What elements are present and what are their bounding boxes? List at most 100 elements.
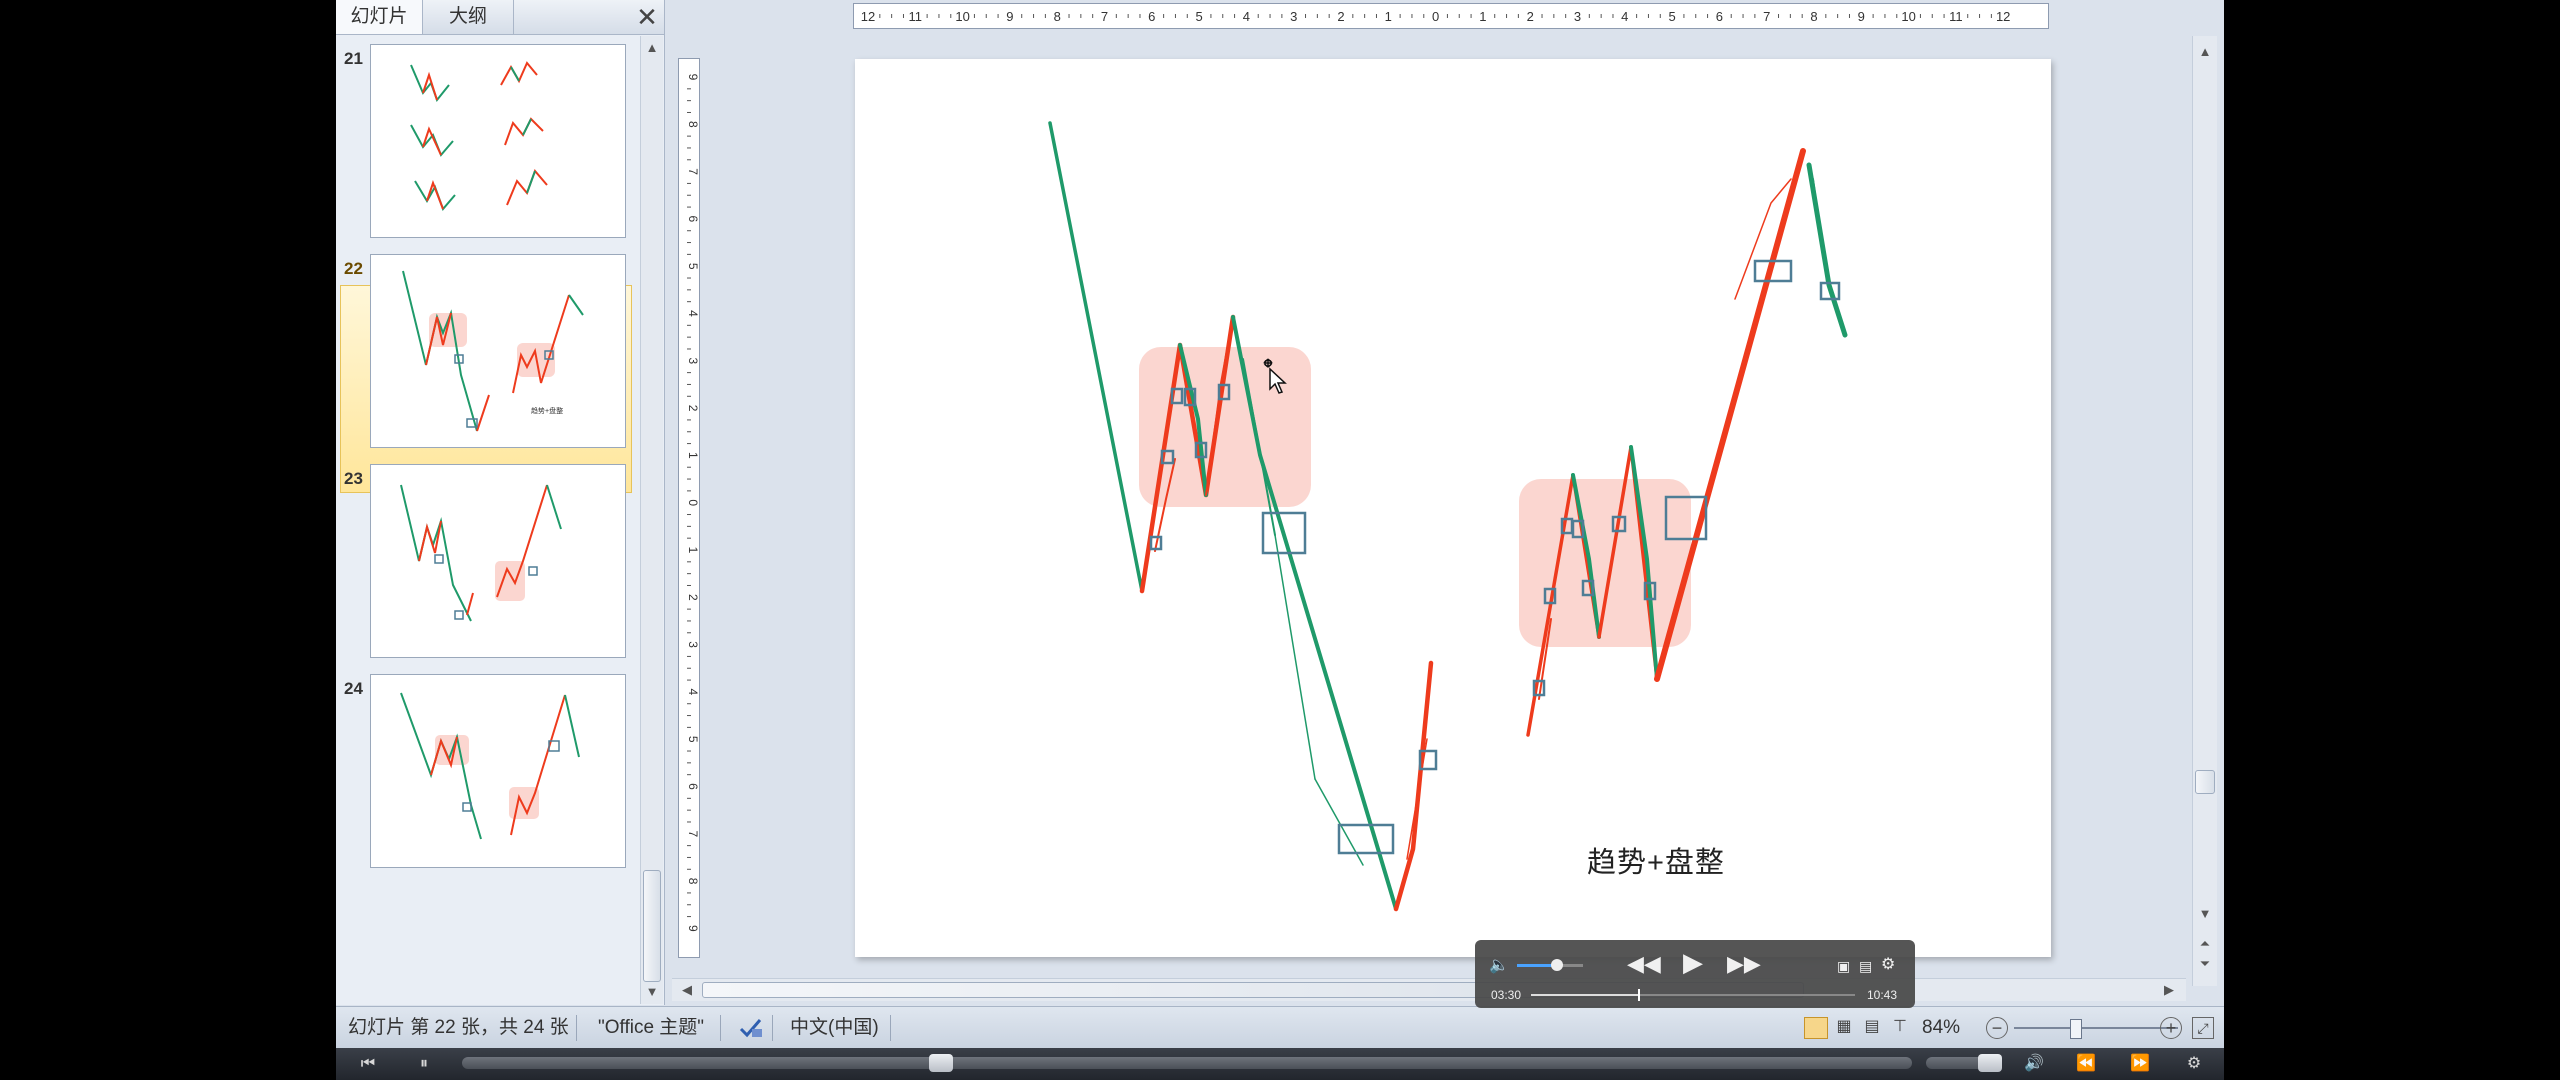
ruler-label: 4 [686,689,699,696]
ruler-label: 3 [1290,9,1297,24]
vertical-ruler[interactable]: 9 8 7 6 5 4 3 2 1 0 1 2 3 4 5 6 7 8 9 [678,58,700,958]
slide-caption[interactable]: 趋势+盘整 [1587,847,1725,879]
ruler-label: 5 [686,263,699,270]
ruler-label: 9 [1858,9,1865,24]
ruler-label: 8 [686,121,699,128]
ruler-label: 9 [1006,9,1013,24]
scroll-up-icon[interactable]: ▲ [2198,44,2212,59]
rewind-icon[interactable]: ◀◀ [1627,951,1661,976]
scroll-left-icon[interactable]: ◀ [682,982,692,997]
slide-thumbnail-22[interactable]: 趋势+盘整 [370,254,626,448]
status-divider [772,1015,773,1041]
zoom-out-icon[interactable]: − [1986,1017,2008,1039]
scrollbar-thumb[interactable] [2195,770,2215,794]
slide-vertical-scrollbar[interactable]: ▲ ▼ ⏶ ⏷ [2192,36,2217,986]
thumbnail-graphic: 趋势+盘整 [402,270,584,432]
zoom-slider-thumb[interactable] [2070,1019,2082,1039]
ruler-label: 11 [909,9,923,24]
rewind-icon[interactable]: ⏪ [2076,1055,2096,1072]
previous-slide-icon[interactable]: ⏶ [2199,936,2211,951]
volume-handle[interactable] [1978,1054,2002,1072]
reading-view-icon[interactable]: ▤ [1864,1018,1880,1035]
ruler-label: 2 [1337,9,1344,24]
theme-name[interactable]: "Office 主题" [598,1017,705,1038]
seek-bar[interactable] [1531,989,1855,1001]
scroll-up-icon[interactable]: ▲ [645,40,659,55]
consolidation-zone-left [1139,347,1311,507]
ruler-label: 9 [686,925,699,932]
thumbnail-graphic [410,61,548,211]
ruler-label: 5 [1668,9,1675,24]
close-panel-icon[interactable]: ✕ [636,2,658,32]
ruler-label: 7 [686,168,699,175]
thumbnail-graphic [400,692,580,840]
spell-check-icon[interactable] [738,1017,764,1039]
video-transport-bar: ⏮ ⏸ 🔊 ⏪ ⏩ ⚙ [336,1048,2224,1080]
ruler-label: 3 [1574,9,1581,24]
seek-handle[interactable] [1637,989,1640,1001]
breakout-boxes [1149,259,1841,855]
timeline-handle[interactable] [928,1054,953,1072]
ruler-label: 2 [1527,9,1534,24]
media-player-overlay: 🔈 ◀◀ ▶ ▶▶ ▣ ▤ ⚙ 03:30 10:43 [1475,940,1915,1008]
zoom-level[interactable]: 84% [1922,1017,1961,1038]
fit-to-window-icon[interactable]: ⤢ [2192,1017,2214,1039]
tab-outline[interactable]: 大纲 [423,0,514,34]
horizontal-ruler[interactable]: 12 11 10 9 8 7 6 5 4 3 2 1 0 1 2 3 4 5 6 7 8 9 10 11 12 [853,3,2049,29]
volume-icon[interactable]: 🔈 [1489,957,1509,974]
current-time: 03:30 [1491,988,1522,1002]
ruler-label: 8 [1054,9,1061,24]
ruler-label: 7 [1101,9,1108,24]
zoom-slider-track[interactable] [2014,1027,2178,1029]
slide-thumbnail-21[interactable] [370,44,626,238]
slide-canvas[interactable]: 趋势+盘整 [855,59,2051,957]
volume-icon[interactable]: 🔊 [2024,1055,2044,1072]
language-indicator[interactable]: 中文(中国) [790,1017,879,1038]
timeline-track[interactable] [462,1057,1912,1069]
ruler-label: 0 [1432,9,1439,24]
scrollbar-thumb[interactable] [643,870,661,982]
volume-track[interactable] [1517,959,1583,971]
total-time: 10:43 [1867,988,1898,1002]
ruler-label: 4 [1621,9,1628,24]
vertical-ruler-ticks: 9 8 7 6 5 4 3 2 1 0 1 2 3 4 5 6 7 8 9 [686,74,700,932]
pause-icon[interactable]: ⏸ [419,1055,428,1072]
ruler-label: 10 [955,9,969,24]
ruler-label: 6 [1148,9,1155,24]
ruler-label: 1 [686,452,699,459]
tab-slides[interactable]: 幻灯片 [336,0,423,34]
scroll-down-icon[interactable]: ▼ [645,984,659,999]
normal-view-icon[interactable] [1804,1017,1828,1039]
slide-thumbnail-23[interactable] [370,464,626,658]
ruler-label: 7 [1763,9,1770,24]
ruler-label: 1 [686,547,699,554]
thumbnail-scrollbar[interactable]: ▲ ▼ [640,36,663,1004]
slide-thumbnail-24[interactable] [370,674,626,868]
fast-forward-icon[interactable]: ▶▶ [1727,951,1761,976]
ruler-label: 4 [686,310,699,317]
ruler-label: 1 [1479,9,1486,24]
status-bar: 幻灯片 第 22 张，共 24 张 "Office 主题" 中文(中国) ▦ ▤… [336,1006,2224,1049]
zoom-in-icon[interactable]: + [2160,1017,2182,1039]
thumbnail-caption: 趋势+盘整 [531,406,563,415]
scroll-down-icon[interactable]: ▼ [2198,906,2212,921]
panel-tabs: 幻灯片 大纲 ✕ [336,0,664,35]
volume-knob[interactable] [1550,959,1563,971]
picture-in-picture-icon[interactable]: ▣ [1837,958,1851,974]
slide-horizontal-scrollbar[interactable]: ◀ ▶ [672,978,2186,1001]
slide-sorter-icon[interactable]: ▦ [1836,1018,1852,1035]
thumbnail-graphic [400,484,562,622]
settings-icon[interactable]: ⚙ [2186,1055,2202,1072]
slide-number: 21 [344,49,363,68]
skip-back-icon[interactable]: ⏮ [360,1055,376,1072]
subtitles-icon[interactable]: ▤ [1859,958,1873,974]
ruler-label: 6 [1716,9,1723,24]
settings-gear-icon[interactable]: ⚙ [1881,956,1896,973]
play-icon[interactable]: ▶ [1683,947,1703,977]
slideshow-icon[interactable]: ⊤ [1893,1018,1907,1035]
fast-forward-icon[interactable]: ⏩ [2130,1055,2150,1072]
ruler-label: 0 [686,499,699,506]
ruler-label: 12 [1996,9,2010,24]
next-slide-icon[interactable]: ⏷ [2199,956,2211,971]
scroll-right-icon[interactable]: ▶ [2164,982,2174,997]
